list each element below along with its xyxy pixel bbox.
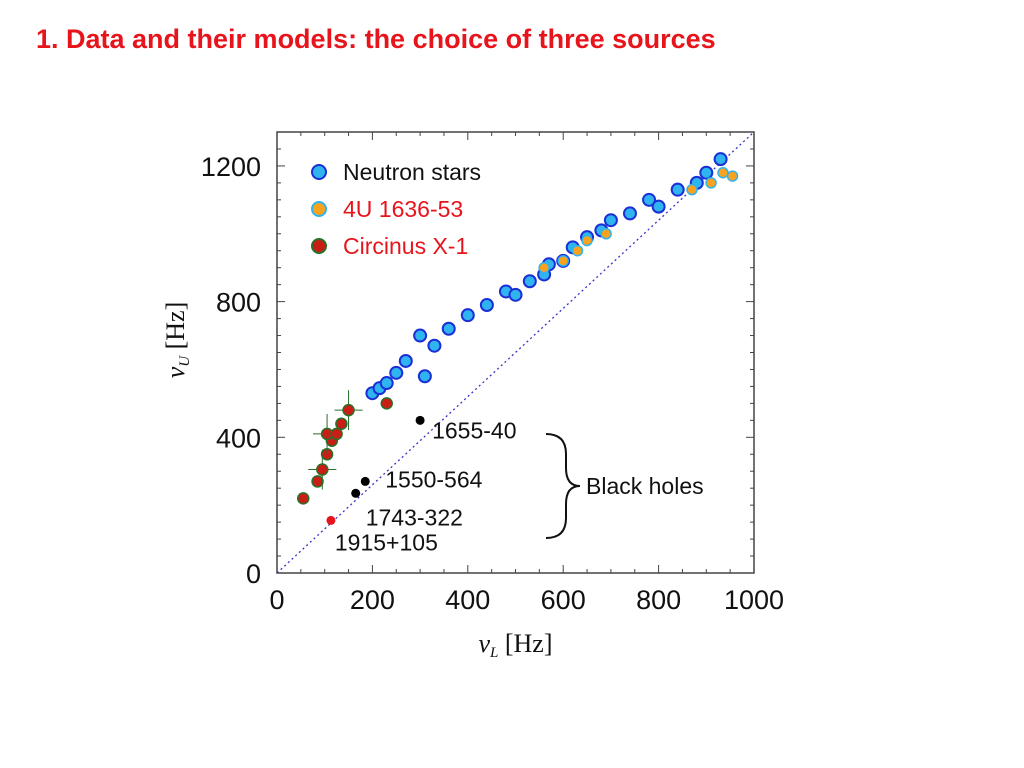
black-hole-label: 1550-564: [385, 466, 482, 492]
legend: Neutron stars 4U 1636-53 Circinus X-1: [311, 159, 481, 259]
black-hole-label: 1915+105: [335, 529, 438, 555]
black-hole-point: [415, 415, 425, 425]
circinus-x1-point: [311, 475, 324, 488]
source-4u1636-point: [705, 177, 717, 189]
x-tick-label: 800: [636, 585, 681, 615]
source-4u1636-point: [717, 166, 729, 179]
neutron-star-point: [642, 192, 657, 207]
neutron-star-point: [713, 152, 728, 167]
black-holes-group-label: Black holes: [586, 473, 704, 499]
neutron-star-point: [441, 321, 456, 336]
neutron-star-point: [699, 165, 714, 180]
source-4u1636-point: [600, 228, 612, 240]
reference-line-group: [276, 131, 755, 574]
black-holes-brace: [545, 433, 581, 539]
neutron-star-point: [651, 199, 666, 214]
legend-entry-label: Neutron stars: [343, 159, 481, 185]
neutron-star-point: [398, 353, 413, 368]
neutron-star-point: [379, 376, 394, 391]
neutron-star-point: [522, 274, 537, 289]
x-tick-label: 400: [445, 585, 490, 615]
circinus-x1-point: [335, 417, 348, 430]
circinus-x1-point: [342, 403, 355, 417]
x-axis-label: νL [Hz]: [478, 629, 552, 661]
black-hole-point: [360, 476, 370, 486]
circinus-x1-point: [316, 463, 329, 476]
neutron-star-point: [389, 365, 404, 380]
neutron-star-point: [508, 287, 523, 302]
circinus-x1-point: [296, 492, 310, 505]
neutron-star-point: [670, 182, 685, 197]
y-tick-label: 0: [246, 559, 261, 589]
x-tick-label: 600: [541, 585, 586, 615]
black-hole-label: 1743-322: [366, 504, 463, 530]
neutron-star-point: [603, 213, 618, 228]
reference-diagonal-line: [276, 131, 755, 574]
x-tick-label: 200: [350, 585, 395, 615]
legend-entry-label: 4U 1636-53: [343, 196, 463, 222]
y-tick-label: 400: [216, 423, 261, 453]
legend-marker: [311, 164, 327, 180]
circinus-x1-point: [380, 397, 393, 410]
legend-marker: [311, 238, 327, 254]
legend-entry-label: Circinus X-1: [343, 233, 468, 259]
source-4u1636-point: [557, 255, 569, 267]
black-hole-point: [326, 515, 336, 525]
source-4u1636-point: [581, 234, 593, 247]
legend-marker: [311, 201, 327, 217]
neutron-star-point: [479, 298, 494, 313]
circinus-x1-point: [330, 427, 343, 441]
neutron-star-point: [417, 369, 432, 384]
slide-title: 1. Data and their models: the choice of …: [36, 24, 716, 54]
x-tick-label: 0: [269, 585, 284, 615]
neutron-star-point: [460, 308, 475, 323]
y-tick-label: 1200: [201, 152, 261, 182]
source-4u1636-point: [571, 244, 584, 257]
y-axis-label: νU [Hz]: [161, 302, 193, 379]
neutron-star-point: [622, 206, 637, 221]
source-4u1636-point: [726, 170, 739, 182]
axes-group: 0 200 400 600 800 1000 0 400 800 1200 νL [Hz] νU [H…: [161, 131, 784, 661]
neutron-star-point: [427, 338, 442, 353]
black-hole-point: [351, 488, 361, 498]
neutron-star-point: [413, 328, 428, 343]
y-tick-label: 800: [216, 288, 261, 318]
black-hole-label: 1655-40: [432, 417, 516, 443]
source-4u1636-point: [538, 261, 550, 274]
source-4u1636-point: [686, 183, 698, 196]
x-tick-label: 1000: [724, 585, 784, 615]
data-points-group: [296, 152, 739, 525]
